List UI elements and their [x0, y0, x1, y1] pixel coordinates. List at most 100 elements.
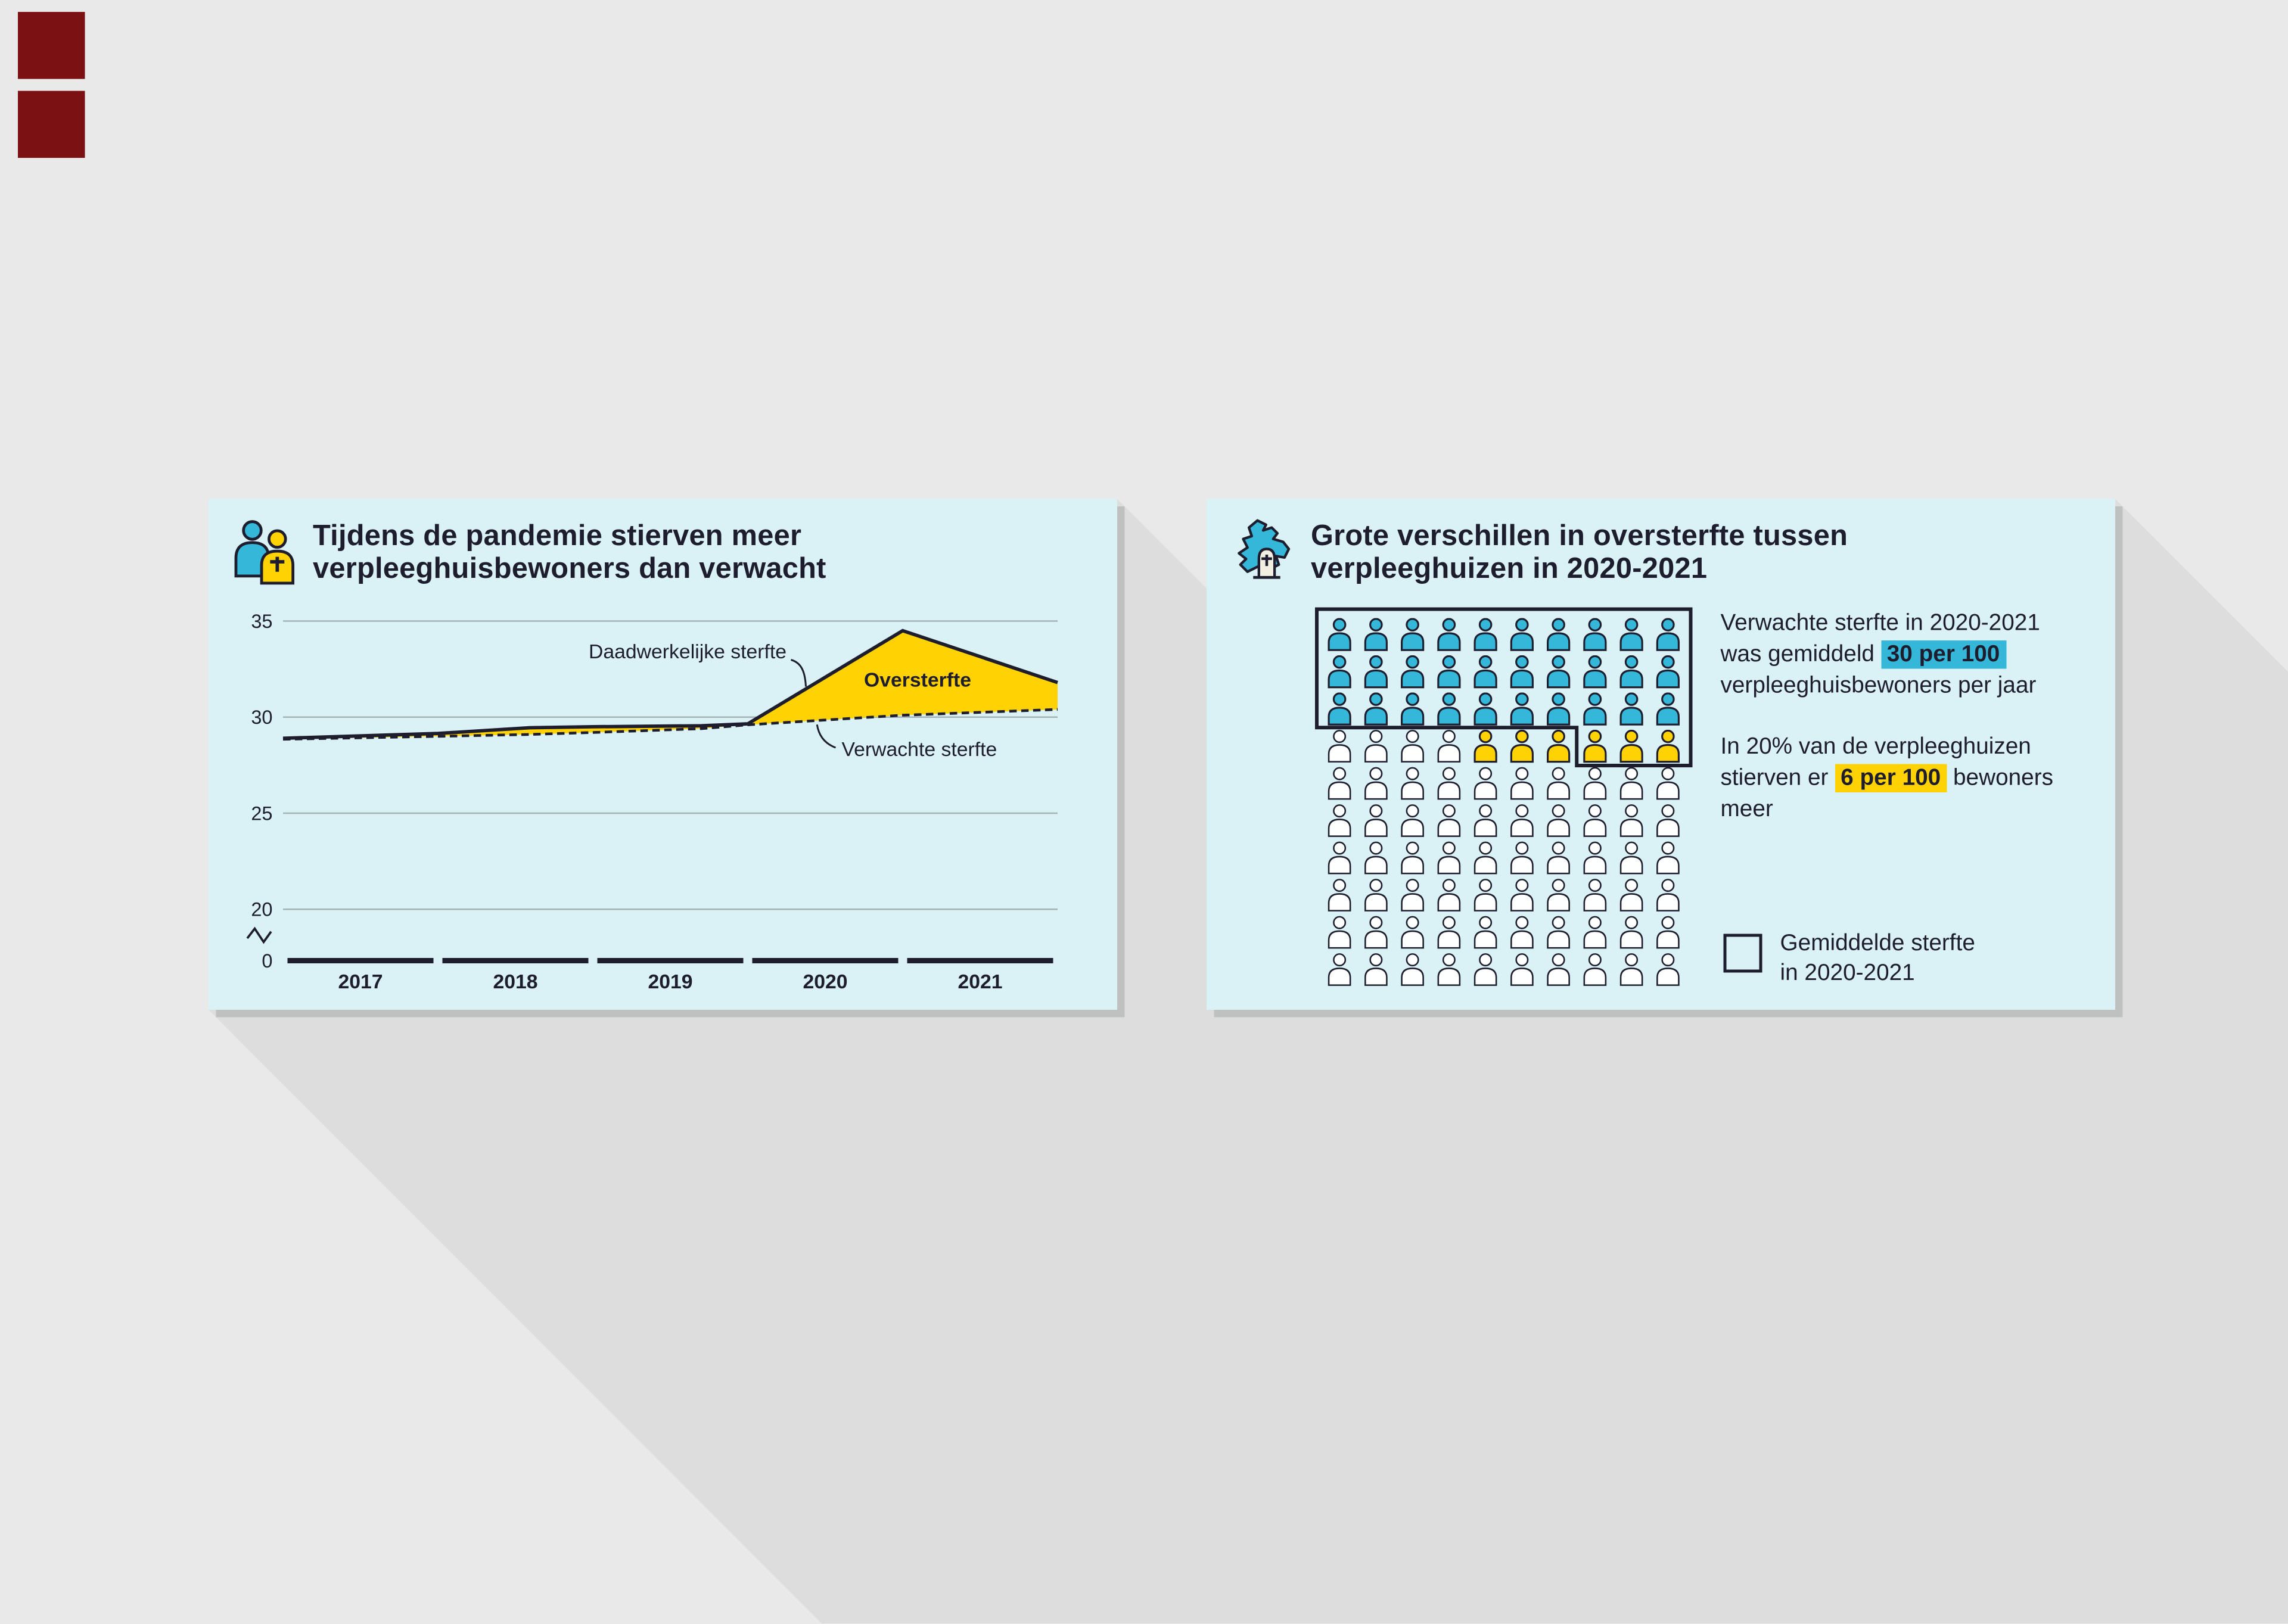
- person-icon: [1437, 953, 1461, 986]
- person-icon: [1437, 730, 1461, 763]
- person-icon: [1437, 767, 1461, 800]
- person-icon: [1437, 804, 1461, 837]
- person-icon: [1547, 804, 1570, 837]
- person-icon: [1547, 841, 1570, 875]
- panel-excess-mortality-chart: Tijdens de pandemie stierven meer verple…: [209, 499, 1117, 1010]
- person-icon: [1656, 953, 1680, 986]
- person-icon: [1473, 618, 1497, 651]
- excess-area-label: Oversterfte: [864, 669, 971, 692]
- expected-text-pre: Verwachte sterfte in 2020-2021 was gemid…: [1720, 611, 2040, 667]
- left-panel-title: Tijdens de pandemie stierven meer verple…: [313, 519, 826, 586]
- person-icon: [1656, 730, 1680, 763]
- people-mortality-icon: [234, 520, 295, 585]
- person-icon: [1364, 953, 1388, 986]
- right-panel-header: Grote verschillen in oversterfte tussen …: [1207, 499, 2115, 598]
- red-marker-square-2: [18, 91, 85, 158]
- person-icon: [1583, 692, 1607, 726]
- excess-mortality-line-chart: 0 20 25 30 35 2017 2018 2019 2020 2021 Daadwerkeli…: [246, 611, 1058, 993]
- actual-mortality-label: Daadwerkelijke sterfte: [589, 640, 786, 663]
- expected-label-leader: [816, 724, 837, 749]
- person-icon: [1547, 730, 1571, 763]
- legend-box-swatch: [1723, 934, 1762, 973]
- person-icon: [1328, 655, 1351, 689]
- person-icon: [1437, 916, 1461, 949]
- person-icon: [1328, 953, 1351, 986]
- person-icon: [1619, 804, 1643, 837]
- person-icon: [1401, 730, 1424, 763]
- person-icon: [1401, 618, 1425, 651]
- person-icon: [1510, 618, 1534, 651]
- person-icon: [1364, 804, 1388, 837]
- person-icon: [1364, 730, 1388, 763]
- person-icon: [1583, 916, 1607, 949]
- person-icon: [1364, 767, 1388, 800]
- person-icon: [1656, 692, 1680, 726]
- right-panel-title: Grote verschillen in oversterfte tussen …: [1311, 519, 1848, 586]
- person-icon: [1583, 953, 1607, 986]
- person-icon: [1401, 916, 1424, 949]
- person-icon: [1473, 730, 1497, 763]
- person-icon: [1583, 767, 1607, 800]
- person-icon: [1473, 767, 1497, 800]
- person-icon: [1547, 916, 1570, 949]
- person-icon: [1656, 655, 1680, 689]
- person-icon: [1473, 916, 1497, 949]
- panel-mortality-pictogram: Grote verschillen in oversterfte tussen …: [1207, 499, 2115, 1010]
- person-icon: [1619, 879, 1643, 911]
- person-icon: [1364, 916, 1388, 949]
- highlight-6-per-100: 6 per 100: [1835, 764, 1947, 792]
- person-icon: [1328, 879, 1351, 911]
- chart-plot: 0 20 25 30 35 2017 2018 2019 2020 2021 Daadwerkeli…: [246, 611, 1058, 993]
- person-icon: [1401, 953, 1424, 986]
- person-icon: [1401, 767, 1424, 800]
- x-tick-2021: 2021: [958, 970, 1002, 993]
- left-panel-header: Tijdens de pandemie stierven meer verple…: [209, 499, 1117, 598]
- excess-mortality-area: [283, 630, 1058, 739]
- person-icon: [1619, 916, 1643, 949]
- person-icon: [1328, 804, 1351, 837]
- person-icon: [1510, 879, 1534, 911]
- person-icon: [1401, 804, 1424, 837]
- person-icon: [1364, 692, 1388, 726]
- person-icon: [1473, 804, 1497, 837]
- person-icon: [1656, 841, 1680, 875]
- person-icon: [1547, 767, 1570, 800]
- person-icon: [1401, 841, 1424, 875]
- person-icon: [1328, 730, 1351, 763]
- person-icon: [1364, 618, 1388, 651]
- axis-break-icon: [246, 926, 272, 944]
- person-icon: [1619, 655, 1643, 689]
- person-icon: [1547, 655, 1571, 689]
- person-icon: [1437, 841, 1461, 875]
- person-icon: [1328, 618, 1351, 651]
- person-icon: [1510, 916, 1534, 949]
- x-tick-2019: 2019: [648, 970, 692, 993]
- person-icon: [1364, 655, 1388, 689]
- average-mortality-legend: Gemiddelde sterfte in 2020-2021: [1723, 929, 1975, 989]
- legend-label: Gemiddelde sterfte in 2020-2021: [1780, 929, 1975, 989]
- person-icon: [1473, 655, 1497, 689]
- right-title-line2: verpleeghuizen in 2020-2021: [1311, 552, 1708, 585]
- person-icon: [1510, 730, 1534, 763]
- y-tick-20: 20: [251, 899, 272, 920]
- x-tick-2017: 2017: [338, 970, 383, 993]
- person-icon: [1401, 879, 1424, 911]
- person-icon: [1473, 953, 1497, 986]
- person-icon: [1328, 916, 1351, 949]
- y-tick-35: 35: [251, 611, 272, 632]
- person-icon: [1619, 730, 1643, 763]
- highlight-30-per-100: 30 per 100: [1880, 640, 2006, 669]
- person-icon: [1619, 953, 1643, 986]
- expected-mortality-text: Verwachte sterfte in 2020-2021 was gemid…: [1721, 608, 2075, 702]
- person-icon: [1328, 841, 1351, 875]
- person-icon: [1619, 841, 1643, 875]
- person-icon: [1583, 841, 1607, 875]
- person-icon: [1619, 692, 1643, 726]
- left-title-line1: Tijdens de pandemie stierven meer: [313, 519, 802, 553]
- expected-mortality-line: [282, 708, 1058, 741]
- person-icon: [1583, 879, 1607, 911]
- person-icon: [1510, 692, 1534, 726]
- right-title-line1: Grote verschillen in oversterfte tussen: [1311, 519, 1848, 553]
- person-icon: [1401, 692, 1425, 726]
